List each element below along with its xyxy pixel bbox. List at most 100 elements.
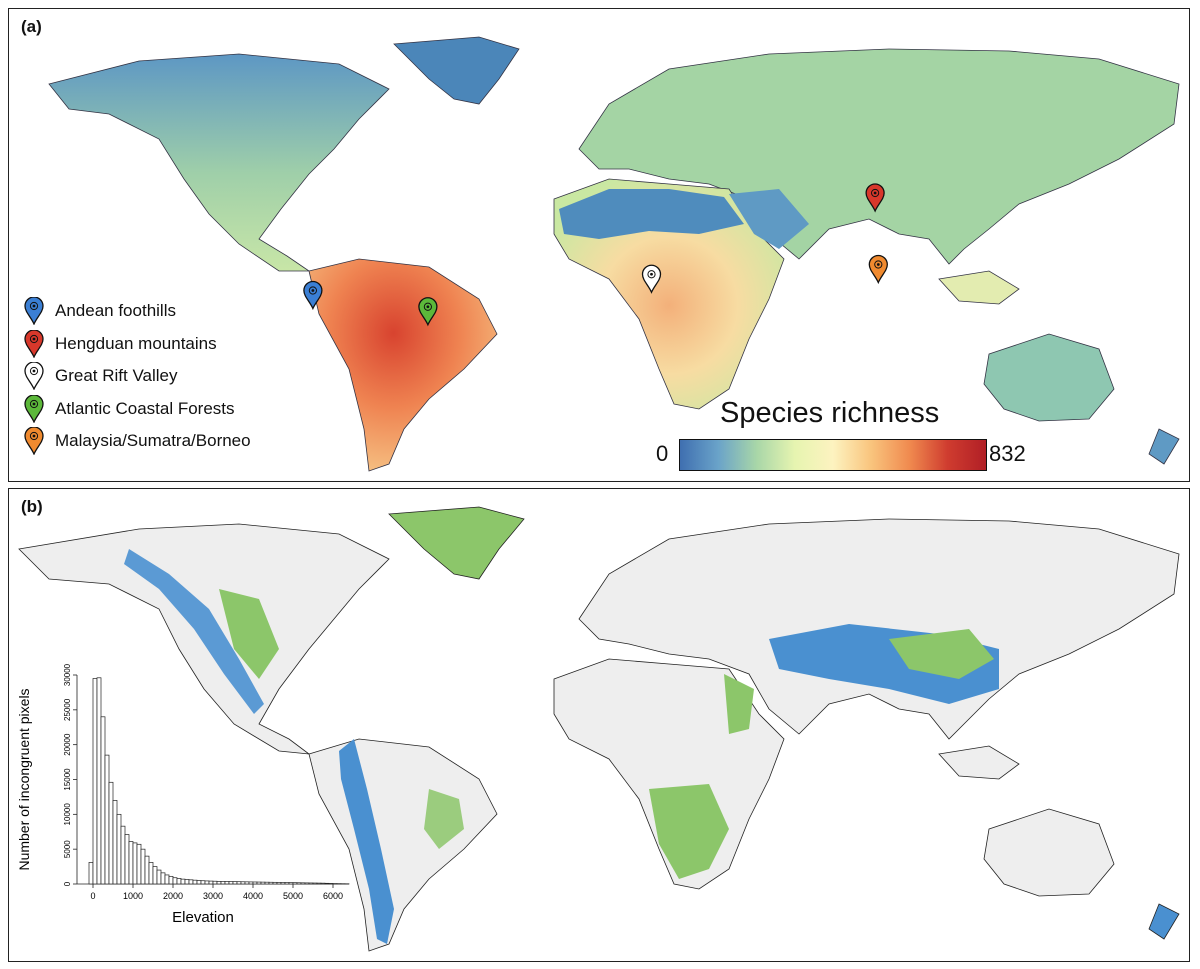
histogram-bar [92, 678, 98, 885]
histogram-bar [236, 881, 242, 885]
histogram-bar [292, 882, 298, 885]
histogram-bar [212, 880, 218, 885]
legend-label: Andean foothills [55, 301, 176, 321]
histogram-bar [224, 881, 230, 885]
arabia [729, 189, 809, 249]
histogram-bar [96, 677, 102, 885]
histogram-bar [264, 881, 270, 885]
histogram-bar [208, 880, 214, 885]
colorbar-max-label: 832 [989, 441, 1026, 466]
histogram-bar [220, 881, 226, 885]
north-america [48, 53, 390, 272]
histogram-bar [308, 882, 314, 885]
histogram-bar [176, 878, 182, 885]
histogram-bar [160, 872, 166, 885]
histogram-bar [252, 881, 258, 885]
map-pin-icon [24, 329, 44, 358]
histogram-bar [104, 754, 110, 885]
legend-item: Andean foothills [23, 295, 251, 328]
histogram-bar [296, 882, 302, 885]
hotspot-pin [865, 183, 885, 213]
brazil-green [424, 789, 464, 849]
x-tick-label: 5000 [283, 891, 303, 901]
histogram-bar [204, 880, 210, 885]
colorbar-title: Species richness [720, 397, 940, 429]
panel-b-label: (b) [21, 497, 43, 516]
legend-item: Great Rift Valley [23, 360, 251, 393]
histogram-bar [312, 882, 318, 885]
y-tick-label: 15000 [63, 768, 72, 791]
colorbar-min-label: 0 [656, 441, 669, 466]
histogram-bar [268, 881, 274, 885]
histogram-bar [196, 880, 202, 885]
histogram-bar [140, 848, 146, 885]
histogram-bar [316, 882, 322, 885]
histogram-bar [100, 716, 106, 885]
histogram-bar [164, 874, 170, 885]
histogram-bar [88, 862, 94, 885]
histogram-bar [324, 882, 330, 885]
x-tick-label: 4000 [243, 891, 263, 901]
y-axis-label: Number of incongruent pixels [16, 688, 32, 870]
y-tick-label: 0 [63, 881, 72, 886]
legend-item: Malaysia/Sumatra/Borneo [23, 425, 251, 458]
greenland [388, 506, 525, 580]
histogram-bar [136, 843, 142, 885]
legend-label: Atlantic Coastal Forests [55, 398, 235, 418]
elevation-histogram: 0 1000 2000 3000 4000 5000 6000 0 5000 10000 15000… [16, 663, 350, 926]
histogram-bar [300, 882, 306, 885]
histogram-bar [320, 882, 326, 885]
x-tick-label: 2000 [163, 891, 183, 901]
australia [983, 808, 1115, 897]
histogram-bar [168, 875, 174, 885]
tibet-green [889, 629, 994, 679]
histogram-bar [260, 881, 266, 885]
histogram-bar [172, 877, 178, 885]
histogram-bar [112, 800, 118, 885]
sahara [559, 189, 744, 239]
histogram-bar [248, 881, 254, 885]
legend-item: Hengduan mountains [23, 328, 251, 361]
x-tick-label: 3000 [203, 891, 223, 901]
histogram-bar [200, 880, 206, 885]
histogram-bar [232, 881, 238, 885]
x-tick-label: 6000 [323, 891, 343, 901]
histogram-bar [180, 878, 186, 885]
legend-item: Atlantic Coastal Forests [23, 393, 251, 426]
histogram-bar [116, 813, 122, 885]
histogram-bar [276, 882, 282, 885]
x-tick-label: 0 [90, 891, 95, 901]
histogram-bar [284, 882, 290, 885]
histogram-bar [144, 855, 150, 885]
histogram-bar [240, 881, 246, 885]
histogram-bar [124, 834, 130, 885]
y-tick-label: 10000 [63, 803, 72, 826]
histogram-bar [128, 841, 134, 885]
hotspot-legend: Andean foothills Hengduan mountains Great … [23, 295, 251, 458]
histogram-bar [216, 881, 222, 885]
legend-label: Hengduan mountains [55, 333, 217, 353]
y-tick-label: 25000 [63, 698, 72, 721]
panel-a: (a) Andean foothills Hengduan mountains Gr… [8, 8, 1190, 482]
map-pin-icon [24, 362, 44, 391]
hotspot-pins [303, 183, 888, 327]
new-zealand [1148, 903, 1180, 940]
greenland [393, 36, 520, 105]
se-asia [938, 745, 1020, 780]
se-asia [938, 270, 1020, 305]
hotspot-pin [868, 254, 888, 285]
south-america [308, 258, 498, 472]
map-pin-icon [24, 297, 44, 326]
x-tick-label: 1000 [123, 891, 143, 901]
histogram-bar [156, 869, 162, 885]
histogram-bar [328, 883, 334, 885]
histogram-bar [120, 825, 126, 885]
histogram-bar [188, 879, 194, 885]
x-axis-label: Elevation [172, 909, 234, 926]
panel-a-label: (a) [21, 17, 42, 36]
histogram-bar [192, 879, 198, 885]
na-cordillera [124, 549, 264, 714]
southern-africa-green [649, 784, 729, 879]
legend-label: Great Rift Valley [55, 366, 178, 386]
y-tick-label: 30000 [63, 663, 72, 686]
